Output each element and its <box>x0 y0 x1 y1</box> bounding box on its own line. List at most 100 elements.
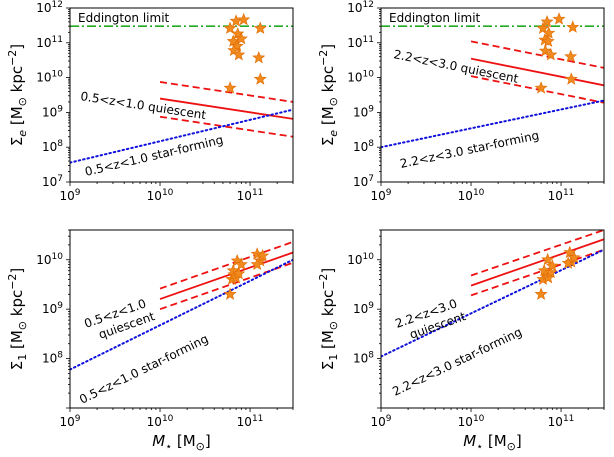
plot-area <box>70 12 293 164</box>
y-tick-label: 1012 <box>347 0 374 15</box>
data-point-star <box>231 27 245 40</box>
data-point-star <box>232 48 246 61</box>
data-point-star <box>223 21 237 34</box>
data-point-star <box>541 252 555 266</box>
y-tick-label: 107 <box>353 174 374 189</box>
star-forming-relation-line <box>381 99 604 149</box>
y-axis-label: Σe [M⊙ kpc−2] <box>6 44 29 146</box>
x-tick-label: 1011 <box>237 414 264 429</box>
axes-frame <box>380 7 605 183</box>
panel-top_right: 109 1010 1011 107 108 109 1010 1011 1012 Eddingto… <box>317 0 605 203</box>
data-point-star <box>534 81 548 94</box>
x-axis-label: M⋆ [M⊙] <box>152 432 210 452</box>
x-tick-label: 109 <box>370 414 391 429</box>
eddington-limit-label: Eddington limit <box>78 11 170 25</box>
x-tick-label: 1010 <box>147 188 174 203</box>
data-point-star <box>564 49 578 63</box>
quiescent-label: 0.5<z<1.0quiescent <box>82 295 156 345</box>
plot-area <box>381 230 604 358</box>
y-tick-label: 109 <box>353 301 374 316</box>
data-point-star <box>564 72 578 85</box>
quiescent-relation-line <box>159 251 293 300</box>
data-point-star <box>563 245 577 259</box>
data-point-star <box>234 257 248 271</box>
axes-frame <box>69 229 294 409</box>
data-point-star <box>566 20 580 33</box>
x-tick-label: 1010 <box>147 414 174 429</box>
data-point-star <box>232 266 246 280</box>
data-point-star <box>544 48 558 61</box>
plot-area <box>381 12 604 149</box>
eddington-limit-label: Eddington limit <box>389 11 481 25</box>
quiescent-upper-bound-line <box>470 40 604 69</box>
data-point-star <box>538 44 552 57</box>
quiescent-relation-line <box>470 238 604 287</box>
star-forming-relation-line <box>381 248 604 358</box>
quiescent-relation-line <box>470 57 604 87</box>
y-axis-label: Σe [M⊙ kpc−2] <box>317 44 340 146</box>
panel-bottom_right: 109 1010 101110810910102.2<z<3.0quiescent2… <box>317 229 605 453</box>
data-point-star <box>552 12 566 25</box>
quiescent-label: 0.5<z<1.0 quiescent <box>80 89 208 122</box>
data-point-star <box>256 249 270 262</box>
star-forming-relation-line <box>70 108 293 164</box>
y-tick-label: 108 <box>42 139 63 154</box>
x-tick-label: 109 <box>59 414 80 429</box>
star-forming-label: 2.2<z<3.0 star-forming <box>399 128 541 171</box>
y-tick-label: 109 <box>42 301 63 316</box>
quiescent-label: 2.2<z<3.0 quiescent <box>392 47 519 86</box>
y-axis-label: Σ1 [M⊙ kpc−2] <box>317 268 340 371</box>
data-point-star <box>237 12 251 26</box>
quiescent-lower-bound-line <box>159 115 293 138</box>
x-tick-label: 1011 <box>548 414 575 429</box>
star-forming-label: 0.5<z<1.0 star-forming <box>77 332 210 407</box>
quiescent-lower-bound-line <box>470 248 604 297</box>
y-tick-label: 1010 <box>36 70 63 85</box>
x-tick-label: 1011 <box>548 188 575 203</box>
quiescent-upper-bound-line <box>470 230 604 277</box>
quiescent-upper-bound-line <box>159 241 293 290</box>
x-axis-label: M⋆ [M⊙] <box>463 432 521 452</box>
data-point-star <box>253 72 267 85</box>
y-tick-label: 1012 <box>36 0 63 15</box>
axes-frame <box>380 229 605 409</box>
y-tick-label: 1010 <box>347 70 374 85</box>
x-tick-label: 1010 <box>458 188 485 203</box>
y-tick-label: 1010 <box>36 252 63 267</box>
y-tick-label: 108 <box>353 351 374 366</box>
y-tick-label: 107 <box>42 174 63 189</box>
x-tick-label: 1011 <box>237 188 264 203</box>
data-point-star <box>226 263 240 277</box>
y-tick-label: 109 <box>42 104 63 119</box>
y-tick-label: 109 <box>353 104 374 119</box>
data-point-star <box>542 26 556 39</box>
panel-top_left: 109 1010 1011 107 108 109 1010 1011 1012 Eddingto… <box>6 0 294 203</box>
quiescent-lower-bound-line <box>470 75 604 104</box>
star-forming-label: 0.5<z<1.0 star-forming <box>83 133 224 179</box>
y-tick-label: 1010 <box>347 252 374 267</box>
data-point-star <box>223 287 237 300</box>
data-point-star <box>223 81 237 94</box>
y-tick-label: 108 <box>353 139 374 154</box>
plot-area <box>70 241 293 371</box>
axes-frame <box>69 7 294 183</box>
data-point-star <box>250 257 264 271</box>
y-tick-label: 1011 <box>347 35 374 50</box>
y-tick-label: 108 <box>42 351 63 366</box>
quiescent-label: 2.2<z<3.0quiescent <box>393 295 467 345</box>
data-point-star <box>537 263 551 277</box>
panel-bottom_left: 109 1010 1011 108 109 1010 0.5<z<1.0quiescent0… <box>6 229 294 453</box>
data-point-star <box>567 250 581 264</box>
quiescent-lower-bound-line <box>159 261 293 311</box>
data-point-star <box>253 21 267 34</box>
x-tick-label: 109 <box>59 188 80 203</box>
x-tick-label: 109 <box>370 188 391 203</box>
data-point-star <box>234 32 248 45</box>
data-point-star <box>541 34 555 47</box>
data-point-star <box>534 287 548 300</box>
y-axis-label: Σ1 [M⊙ kpc−2] <box>6 268 29 371</box>
x-tick-label: 1010 <box>458 414 485 429</box>
y-tick-label: 1011 <box>36 35 63 50</box>
